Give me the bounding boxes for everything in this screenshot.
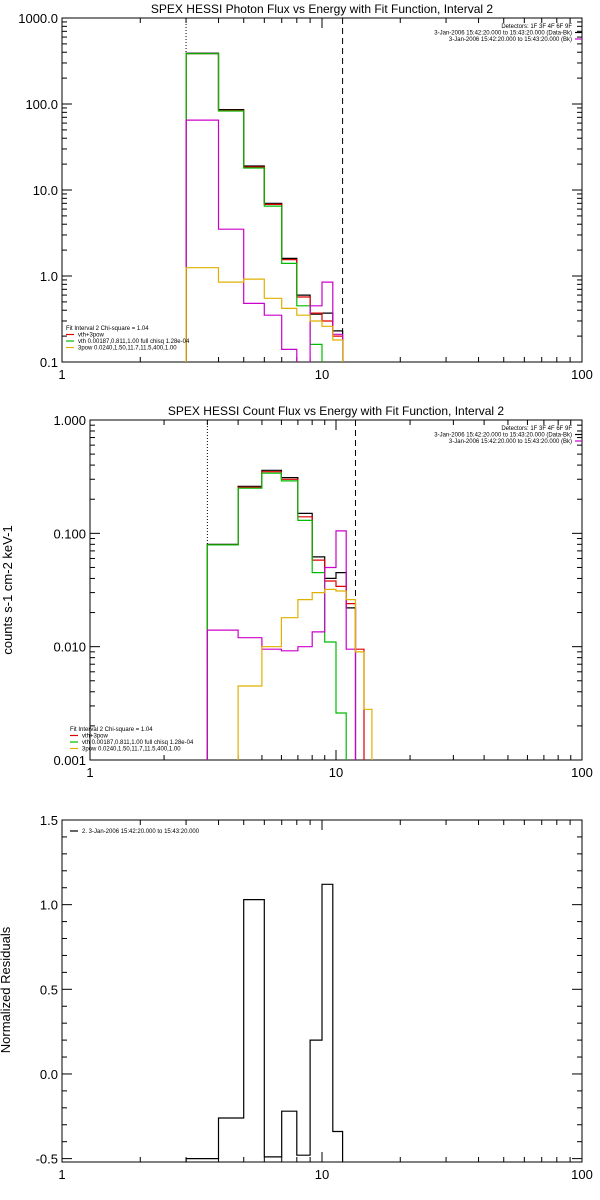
y-tick-label: 1.000 <box>53 413 86 428</box>
series-line <box>185 119 344 362</box>
legend-text: Fit Interval 2 Chi-square = 1.04 <box>66 326 149 332</box>
x-tick-label: 1 <box>58 367 65 382</box>
chart-title: SPEX HESSI Photon Flux vs Energy with Fi… <box>151 2 493 16</box>
series-line <box>185 52 344 362</box>
x-tick-label: 1 <box>86 765 93 780</box>
y-tick-label: 0.5 <box>40 982 58 997</box>
legend-text: 2. 3-Jan-2006 15:42:20.000 to 15:43:20.0… <box>82 829 200 835</box>
legend: Detectors: 1F 3F 4F 6F 9F3-Jan-2006 15:4… <box>434 24 582 43</box>
y-tick-label: 1.5 <box>40 813 58 828</box>
y-axis: 0.001 0.010 0.100 1.000 <box>53 413 582 768</box>
y-axis: -0.5 0.0 0.5 1.0 1.5 <box>36 813 582 1167</box>
legend: Fit Interval 2 Chi-square = 1.04vth+3pow… <box>70 727 194 753</box>
chart-title: SPEX HESSI Count Flux vs Energy with Fit… <box>168 404 504 418</box>
y-tick-label: 0.0 <box>40 1067 58 1082</box>
series-group <box>185 883 344 1162</box>
legend-text: 3-Jan-2006 15:42:20.000 to 15:43:20.000 … <box>449 439 572 445</box>
y-tick-label: 1000.0 <box>18 11 58 26</box>
legend-text: vth+3pow <box>78 333 105 339</box>
y-axis-label: Normalized Residuals <box>0 926 13 1053</box>
legend-text: 3pow 0.0240,1.50,11.7,11.5,400,1.00 <box>82 747 181 753</box>
series-line <box>206 530 357 760</box>
legend-text: Fit Interval 2 Chi-square = 1.04 <box>70 727 153 733</box>
series-group <box>185 52 344 362</box>
series-line <box>237 588 373 760</box>
legend-text: 3-Jan-2006 15:42:20.000 to 15:43:20.000 … <box>449 37 572 43</box>
series-line <box>206 471 365 760</box>
series-line <box>185 267 344 362</box>
y-axis: 0.1 1.0 10.0 100.0 1000.0 <box>18 11 582 370</box>
x-axis: 1 10 100 <box>58 820 593 1182</box>
series-line <box>185 883 344 1162</box>
photon-flux-chart: SPEX HESSI Photon Flux vs Energy with Fi… <box>18 2 593 382</box>
y-tick-label: 0.010 <box>53 640 86 655</box>
series-line <box>206 469 357 760</box>
x-axis: 1 10 100 <box>58 18 593 382</box>
count-flux-chart: SPEX HESSI Count Flux vs Energy with Fit… <box>0 404 593 780</box>
y-tick-label: 100.0 <box>25 97 58 112</box>
y-tick-label: 1.0 <box>40 898 58 913</box>
y-tick-label: 1.0 <box>40 269 58 284</box>
plot-frame <box>61 17 583 363</box>
legend-text: vth 0.00187,0.811,1.00 full chisq 1.28e-… <box>82 740 194 746</box>
x-tick-label: 100 <box>571 765 593 780</box>
y-tick-label: 0.100 <box>53 526 86 541</box>
x-axis: 1 10 100 <box>86 420 593 780</box>
y-tick-label: 0.001 <box>53 753 86 768</box>
series-line <box>185 53 323 362</box>
x-tick-label: 1 <box>58 1167 65 1182</box>
y-tick-label: 10.0 <box>33 183 58 198</box>
y-tick-label: -0.5 <box>36 1152 58 1167</box>
series-line <box>206 472 347 760</box>
x-tick-label: 100 <box>571 367 593 382</box>
legend-text: vth 0.00187,0.811,1.00 full chisq 1.28e-… <box>78 339 190 345</box>
legend-text: 3pow 0.0240,1.50,11.7,11.5,400,1.00 <box>78 346 177 352</box>
series-group <box>206 469 373 760</box>
x-tick-label: 10 <box>315 367 329 382</box>
x-tick-label: 10 <box>329 765 343 780</box>
legend: Fit Interval 2 Chi-square = 1.04vth+3pow… <box>66 326 190 352</box>
legend-text: 3-Jan-2006 15:42:20.000 to 15:43:20.000 … <box>434 433 572 439</box>
legend: Detectors: 1F 3F 4F 6F 9F3-Jan-2006 15:4… <box>434 426 582 445</box>
legend-text: Detectors: 1F 3F 4F 6F 9F <box>501 24 572 30</box>
y-axis-label: counts s-1 cm-2 keV-1 <box>0 525 15 654</box>
legend-text: vth+3pow <box>82 734 109 740</box>
x-tick-label: 10 <box>315 1167 329 1182</box>
x-tick-label: 100 <box>571 1167 593 1182</box>
legend: 2. 3-Jan-2006 15:42:20.000 to 15:43:20.0… <box>70 829 200 835</box>
y-tick-label: 0.1 <box>40 355 58 370</box>
legend-text: 3-Jan-2006 15:42:20.000 to 15:43:20.000 … <box>434 31 572 37</box>
legend-text: Detectors: 1F 3F 4F 6F 9F <box>501 426 572 432</box>
